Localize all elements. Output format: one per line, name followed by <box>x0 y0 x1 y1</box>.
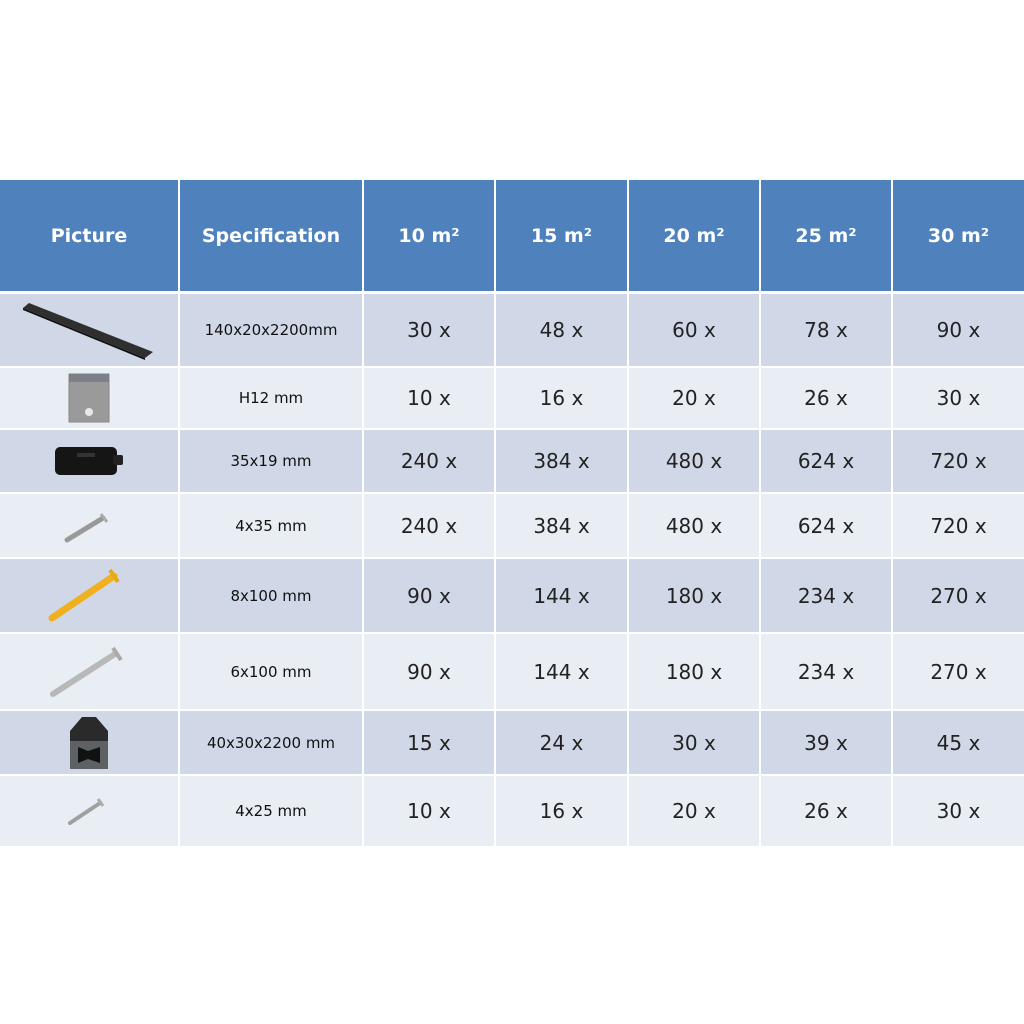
specification-cell: H12 mm <box>180 368 362 428</box>
quantity-cell: 384 x <box>496 494 627 557</box>
quantity-cell: 384 x <box>496 430 627 492</box>
quantity-cell: 480 x <box>629 430 759 492</box>
quantity-cell: 720 x <box>893 494 1024 557</box>
table-row: H12 mm 10 x 16 x 20 x 26 x 30 x <box>0 368 1024 430</box>
specification-cell: 6x100 mm <box>180 634 362 709</box>
quantity-cell: 90 x <box>893 294 1024 366</box>
quantity-cell: 10 x <box>364 368 494 428</box>
quantity-cell: 48 x <box>496 294 627 366</box>
quantity-cell: 240 x <box>364 494 494 557</box>
table-row: 40x30x2200 mm 15 x 24 x 30 x 39 x 45 x <box>0 711 1024 776</box>
screw-tiny-icon <box>68 798 105 825</box>
quantity-cell: 20 x <box>629 368 759 428</box>
specification-cell: 35x19 mm <box>180 430 362 492</box>
specification-cell: 140x20x2200mm <box>180 294 362 366</box>
table-row: 35x19 mm 240 x 384 x 480 x 624 x 720 x <box>0 430 1024 494</box>
specification-cell: 4x35 mm <box>180 494 362 557</box>
screw-small-icon <box>64 512 109 542</box>
column-header-label: 30 m² <box>927 224 990 247</box>
table-row: 140x20x2200mm 30 x 48 x 60 x 78 x 90 x <box>0 294 1024 368</box>
quantity-cell: 26 x <box>761 368 891 428</box>
column-header: 20 m² <box>629 180 759 291</box>
black-clip-icon <box>55 447 123 475</box>
quantity-cell: 78 x <box>761 294 891 366</box>
quantity-cell: 30 x <box>893 368 1024 428</box>
specification-cell: 40x30x2200 mm <box>180 711 362 774</box>
picture-cell <box>0 430 178 492</box>
screw-long-icon <box>50 646 123 697</box>
quantity-cell: 90 x <box>364 634 494 709</box>
quantity-cell: 234 x <box>761 559 891 632</box>
quantity-cell: 480 x <box>629 494 759 557</box>
quantity-cell: 20 x <box>629 776 759 846</box>
quantity-cell: 624 x <box>761 430 891 492</box>
quantity-cell: 60 x <box>629 294 759 366</box>
quantity-cell: 720 x <box>893 430 1024 492</box>
column-header: 25 m² <box>761 180 891 291</box>
quantity-cell: 234 x <box>761 634 891 709</box>
column-header: Specification <box>180 180 362 291</box>
quantity-cell: 270 x <box>893 559 1024 632</box>
quantity-cell: 16 x <box>496 368 627 428</box>
picture-cell <box>0 559 178 632</box>
picture-cell <box>0 776 178 846</box>
quantity-cell: 144 x <box>496 634 627 709</box>
quantity-cell: 180 x <box>629 559 759 632</box>
decking-board-icon <box>23 303 153 360</box>
column-header: 30 m² <box>893 180 1024 291</box>
column-header-label: Specification <box>201 224 341 247</box>
column-header: Picture <box>0 180 178 291</box>
picture-cell <box>0 494 178 557</box>
quantity-cell: 26 x <box>761 776 891 846</box>
column-header-label: 15 m² <box>530 224 593 247</box>
picture-cell <box>0 711 178 774</box>
quantity-cell: 90 x <box>364 559 494 632</box>
quantity-table: Picture Specification 10 m² 15 m² 20 m² 25 m²… <box>0 180 1024 848</box>
column-header-label: Picture <box>50 224 128 247</box>
quantity-cell: 16 x <box>496 776 627 846</box>
column-header: 10 m² <box>364 180 494 291</box>
wall-plug-icon <box>48 568 120 621</box>
column-header-label: 20 m² <box>663 224 725 247</box>
quantity-cell: 30 x <box>364 294 494 366</box>
table-header-row: Picture Specification 10 m² 15 m² 20 m² 25 m²… <box>0 180 1024 293</box>
quantity-cell: 30 x <box>629 711 759 774</box>
specification-cell: 8x100 mm <box>180 559 362 632</box>
quantity-cell: 39 x <box>761 711 891 774</box>
column-header: 15 m² <box>496 180 627 291</box>
quantity-cell: 45 x <box>893 711 1024 774</box>
column-header-label: 25 m² <box>795 224 857 247</box>
table-row: 4x25 mm 10 x 16 x 20 x 26 x 30 x <box>0 776 1024 848</box>
picture-cell <box>0 634 178 709</box>
quantity-cell: 30 x <box>893 776 1024 846</box>
table-row: 6x100 mm 90 x 144 x 180 x 234 x 270 x <box>0 634 1024 711</box>
picture-cell <box>0 368 178 428</box>
picture-cell <box>0 294 178 366</box>
quantity-cell: 10 x <box>364 776 494 846</box>
quantity-cell: 24 x <box>496 711 627 774</box>
table-row: 4x35 mm 240 x 384 x 480 x 624 x 720 x <box>0 494 1024 559</box>
column-header-label: 10 m² <box>398 224 460 247</box>
clip-icon <box>68 373 110 423</box>
table-row: 8x100 mm 90 x 144 x 180 x 234 x 270 x <box>0 559 1024 634</box>
quantity-cell: 270 x <box>893 634 1024 709</box>
specification-cell: 4x25 mm <box>180 776 362 846</box>
quantity-cell: 180 x <box>629 634 759 709</box>
quantity-cell: 15 x <box>364 711 494 774</box>
quantity-cell: 624 x <box>761 494 891 557</box>
quantity-cell: 144 x <box>496 559 627 632</box>
quantity-cell: 240 x <box>364 430 494 492</box>
joist-icon <box>70 716 108 769</box>
